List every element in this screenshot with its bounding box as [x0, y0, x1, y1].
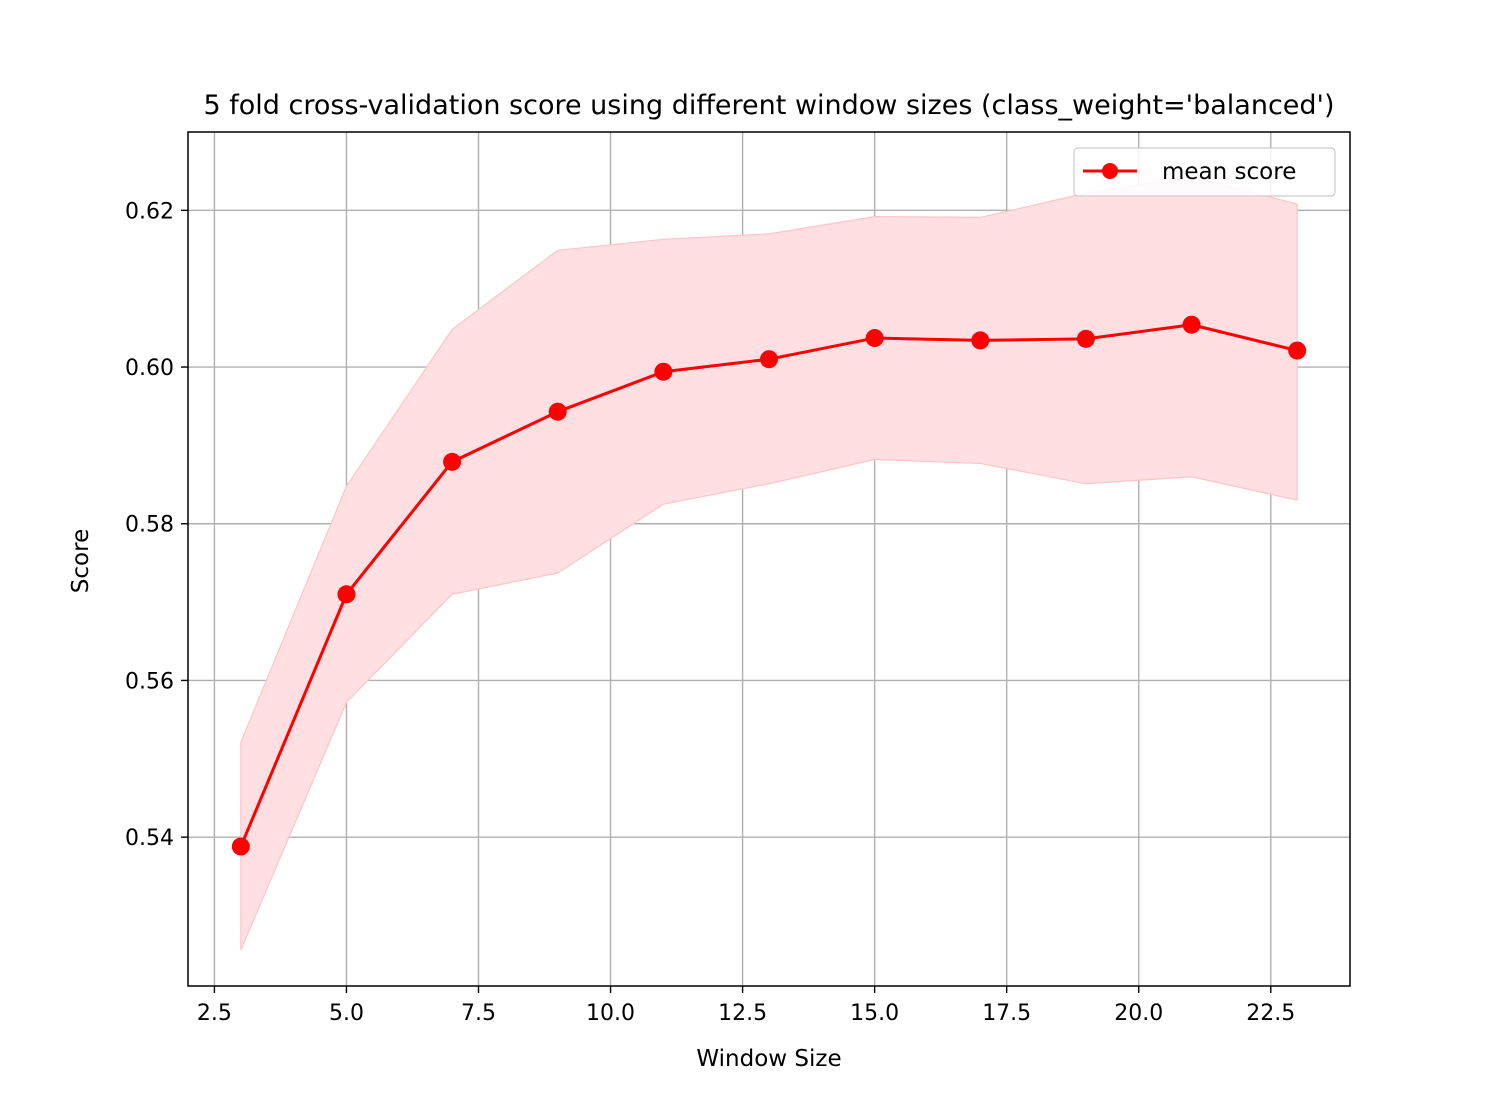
x-axis-label: Window Size: [696, 1046, 841, 1072]
mean-score-point: [443, 452, 462, 471]
x-tick-label: 7.5: [461, 1001, 496, 1026]
series: [231, 315, 1307, 856]
x-tick-label: 12.5: [718, 1001, 767, 1026]
mean-score-point: [654, 362, 673, 381]
confidence-band: [240, 176, 1298, 951]
x-tick-label: 10.0: [586, 1001, 635, 1026]
x-tick-label: 22.5: [1246, 1001, 1295, 1026]
legend-label: mean score: [1162, 159, 1296, 185]
x-tick-label: 2.5: [197, 1001, 232, 1026]
legend: mean score: [1073, 147, 1336, 197]
x-tick-label: 15.0: [850, 1001, 899, 1026]
y-tick-label: 0.54: [125, 826, 174, 851]
mean-score-point: [865, 329, 884, 348]
mean-score-point: [231, 837, 250, 856]
y-tick-label: 0.58: [125, 513, 174, 538]
y-tick-label: 0.60: [125, 356, 174, 381]
mean-score-point: [1288, 341, 1307, 360]
mean-score-point: [760, 350, 778, 369]
legend-box: [1073, 147, 1336, 197]
plot-frame: [187, 131, 1351, 987]
y-tick-label: 0.62: [125, 199, 174, 224]
score-band: [240, 176, 1298, 951]
mean-score-point: [337, 585, 356, 604]
mean-score-point: [548, 402, 567, 421]
mean-score-point: [971, 331, 990, 350]
y-tick-label: 0.56: [125, 669, 174, 694]
chart-title: 5 fold cross-validation score using diff…: [204, 90, 1335, 121]
x-tick-label: 20.0: [1114, 1001, 1163, 1026]
mean-score-point: [1182, 315, 1201, 334]
legend-marker-swatch: [1102, 163, 1118, 179]
mean-score-point: [1076, 329, 1095, 348]
ticks: 2.5 5.0 7.5 10.0 12.5 15.0 17.5 20.0 22.5 0.54 0.5…: [125, 199, 1295, 1026]
x-tick-label: 5.0: [329, 1001, 364, 1026]
y-axis-label: Score: [68, 529, 94, 593]
x-tick-label: 17.5: [982, 1001, 1031, 1026]
